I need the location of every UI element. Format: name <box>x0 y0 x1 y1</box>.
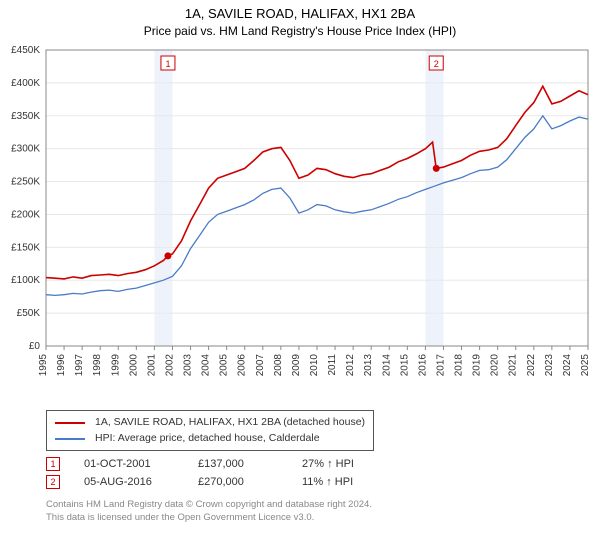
svg-text:2005: 2005 <box>219 354 230 377</box>
svg-text:2023: 2023 <box>544 354 555 377</box>
title-block: 1A, SAVILE ROAD, HALIFAX, HX1 2BA Price … <box>0 0 600 42</box>
footer-line-1: Contains HM Land Registry data © Crown c… <box>46 499 600 511</box>
svg-text:1996: 1996 <box>56 354 67 377</box>
svg-text:2020: 2020 <box>490 354 501 377</box>
chart-area: £0 £50K £100K £150K £200K £250K £300K £350K £400… <box>0 42 600 402</box>
svg-text:2007: 2007 <box>255 354 266 377</box>
svg-text:2024: 2024 <box>562 354 573 377</box>
sale-date: 01-OCT-2001 <box>84 458 174 470</box>
svg-text:2022: 2022 <box>526 354 537 377</box>
svg-text:2012: 2012 <box>345 354 356 377</box>
svg-text:£250K: £250K <box>11 177 40 188</box>
svg-text:2009: 2009 <box>291 354 302 377</box>
chart-container: 1A, SAVILE ROAD, HALIFAX, HX1 2BA Price … <box>0 0 600 560</box>
svg-text:2019: 2019 <box>472 354 483 377</box>
svg-text:2002: 2002 <box>164 354 175 377</box>
svg-text:2004: 2004 <box>201 354 212 377</box>
legend: 1A, SAVILE ROAD, HALIFAX, HX1 2BA (detac… <box>46 410 374 452</box>
legend-label: HPI: Average price, detached house, Cald… <box>95 431 320 447</box>
sale-marker-icon: 1 <box>46 457 60 471</box>
svg-text:£400K: £400K <box>11 78 40 89</box>
svg-text:£300K: £300K <box>11 144 40 155</box>
svg-text:2: 2 <box>434 59 439 69</box>
legend-label: 1A, SAVILE ROAD, HALIFAX, HX1 2BA (detac… <box>95 415 365 431</box>
sale-price: £137,000 <box>198 458 278 470</box>
chart-subtitle: Price paid vs. HM Land Registry's House … <box>0 24 600 38</box>
svg-text:1995: 1995 <box>38 354 49 377</box>
svg-text:1: 1 <box>165 59 170 69</box>
svg-text:£100K: £100K <box>11 275 40 286</box>
sale-marker-icon: 2 <box>46 475 60 489</box>
svg-text:£0: £0 <box>29 341 41 352</box>
svg-text:£200K: £200K <box>11 209 40 220</box>
chart-title: 1A, SAVILE ROAD, HALIFAX, HX1 2BA <box>0 6 600 22</box>
svg-text:1999: 1999 <box>110 354 121 377</box>
sale-row: 1 01-OCT-2001 £137,000 27% ↑ HPI <box>46 457 600 471</box>
svg-text:1997: 1997 <box>74 354 85 377</box>
sale-date: 05-AUG-2016 <box>84 476 174 488</box>
svg-text:2003: 2003 <box>183 354 194 377</box>
legend-item: HPI: Average price, detached house, Cald… <box>55 431 365 447</box>
svg-text:£50K: £50K <box>17 308 41 319</box>
svg-text:2014: 2014 <box>381 354 392 377</box>
svg-text:2016: 2016 <box>417 354 428 377</box>
svg-text:2021: 2021 <box>508 354 519 377</box>
svg-text:2010: 2010 <box>309 354 320 377</box>
svg-text:2008: 2008 <box>273 354 284 377</box>
svg-text:2017: 2017 <box>435 354 446 377</box>
svg-text:2013: 2013 <box>363 354 374 377</box>
svg-text:2018: 2018 <box>454 354 465 377</box>
svg-text:2000: 2000 <box>128 354 139 377</box>
svg-text:2011: 2011 <box>327 354 338 376</box>
svg-text:2006: 2006 <box>237 354 248 377</box>
legend-item: 1A, SAVILE ROAD, HALIFAX, HX1 2BA (detac… <box>55 415 365 431</box>
svg-text:£350K: £350K <box>11 111 40 122</box>
svg-text:£450K: £450K <box>11 45 40 56</box>
svg-text:2015: 2015 <box>399 354 410 377</box>
footer-attribution: Contains HM Land Registry data © Crown c… <box>46 499 600 524</box>
line-chart-svg: £0 £50K £100K £150K £200K £250K £300K £350K £400… <box>0 42 600 402</box>
legend-swatch <box>55 438 85 440</box>
svg-text:2025: 2025 <box>580 354 591 377</box>
sale-price: £270,000 <box>198 476 278 488</box>
footer-line-2: This data is licensed under the Open Gov… <box>46 512 600 524</box>
sales-table: 1 01-OCT-2001 £137,000 27% ↑ HPI 2 05-AUG-201… <box>46 457 600 493</box>
sale-row: 2 05-AUG-2016 £270,000 11% ↑ HPI <box>46 475 600 489</box>
legend-swatch <box>55 422 85 424</box>
sale-delta: 27% ↑ HPI <box>302 458 354 470</box>
sale-delta: 11% ↑ HPI <box>302 476 353 488</box>
svg-text:2001: 2001 <box>146 354 157 377</box>
svg-text:£150K: £150K <box>11 242 40 253</box>
svg-text:1998: 1998 <box>92 354 103 377</box>
